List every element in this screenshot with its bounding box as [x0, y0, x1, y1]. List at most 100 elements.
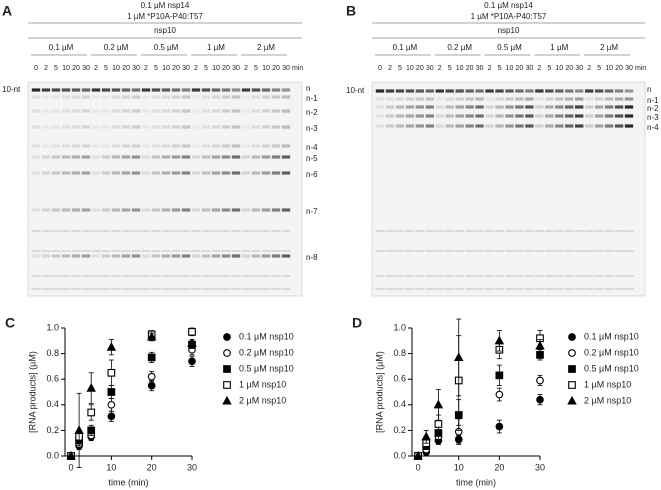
gel-band [395, 114, 405, 118]
gel-band [415, 97, 425, 101]
gel-band [111, 155, 121, 159]
gel-band [191, 155, 201, 159]
concentration-label: 0.2 µM [447, 43, 472, 52]
gel-band [271, 109, 281, 113]
gel-band [485, 114, 494, 118]
gel-band [261, 109, 271, 113]
gel-smear [584, 250, 594, 252]
data-point [66, 450, 76, 460]
gel-band [565, 105, 574, 109]
gel-band [475, 114, 484, 118]
x-axis-label: time (min) [456, 477, 496, 487]
gel-band [101, 208, 111, 212]
gel-band [261, 88, 271, 92]
gel-band [261, 95, 271, 99]
gel-band [395, 97, 405, 101]
gel-band [281, 155, 291, 159]
gel-band [181, 109, 191, 113]
gel-band [281, 95, 291, 99]
gel-band [251, 95, 261, 99]
gel-band [281, 208, 291, 212]
y-axis-label: [RNA products] (µM) [27, 351, 37, 433]
time-label: 30 [182, 65, 190, 72]
time-label: 5 [204, 65, 208, 72]
gel-band [395, 89, 405, 93]
gel-band [415, 124, 425, 128]
time-label: 20 [222, 65, 230, 72]
gel-smear [71, 288, 81, 290]
concentration-label: 1 µM [207, 43, 225, 52]
gel-smear [231, 275, 241, 277]
gel-band [241, 125, 251, 129]
gel-band [525, 105, 534, 109]
gel-band [211, 125, 221, 129]
gel-smear [151, 230, 161, 232]
gel-band [31, 155, 41, 159]
gel-band [525, 89, 534, 93]
gel-band [555, 97, 564, 101]
gel-smear [564, 275, 574, 277]
gel-smear [71, 275, 81, 277]
gel-band [131, 171, 141, 175]
gel-band [281, 171, 291, 175]
gel-smear [41, 230, 51, 232]
gel-smear [271, 288, 281, 290]
gel-smear [475, 250, 485, 252]
gel-smear [405, 230, 415, 232]
gel-smear [111, 288, 121, 290]
gel-band [445, 105, 454, 109]
gel-band [415, 114, 425, 118]
legend-label: 0.5 µM nsp10 [584, 363, 639, 373]
gel-smear [111, 230, 121, 232]
gel-band [211, 155, 221, 159]
gel-smear [241, 230, 251, 232]
data-point [494, 335, 505, 345]
gel-band [495, 105, 504, 109]
gel-smear [61, 250, 71, 252]
gel-band [31, 144, 41, 148]
gel-band [435, 124, 444, 128]
gel-smear [211, 230, 221, 232]
gel-smear [121, 250, 131, 252]
band-label: n-3 [647, 113, 659, 122]
gel-band [81, 125, 91, 129]
gel-band [51, 171, 61, 175]
gel-smear [495, 275, 505, 277]
band-label: n-6 [306, 170, 318, 179]
data-point [536, 376, 544, 385]
gel-band [505, 124, 514, 128]
gel-band [181, 208, 191, 212]
gel-smear [524, 250, 534, 252]
gel-band [51, 144, 61, 148]
gel-band [435, 89, 444, 93]
gel-smear [201, 288, 211, 290]
gel-smear [81, 250, 91, 252]
data-point [87, 426, 96, 435]
band-label: n-2 [647, 104, 659, 113]
gel-band [385, 114, 395, 118]
gel-smear [385, 288, 395, 290]
gel-smear [614, 288, 624, 290]
gel-band [495, 114, 504, 118]
gel-band [251, 254, 261, 258]
gel-smear [131, 288, 141, 290]
gel-smear [534, 288, 544, 290]
x-tick-label: 30 [535, 462, 545, 472]
gel-band [271, 125, 281, 129]
gel-band [271, 95, 281, 99]
gel-band [141, 144, 151, 148]
gel-band [61, 144, 71, 148]
gel-smear [554, 230, 564, 232]
gel-band [495, 97, 504, 101]
gel-band [455, 105, 464, 109]
gel-band [584, 105, 594, 109]
time-label: 2 [194, 65, 198, 72]
gel-smear [485, 275, 495, 277]
gel-band [91, 208, 101, 212]
gel-band [624, 97, 634, 101]
gel-smear [101, 230, 111, 232]
time-label: 10 [555, 65, 563, 72]
gel-smear [181, 230, 191, 232]
gel-smear [261, 275, 271, 277]
